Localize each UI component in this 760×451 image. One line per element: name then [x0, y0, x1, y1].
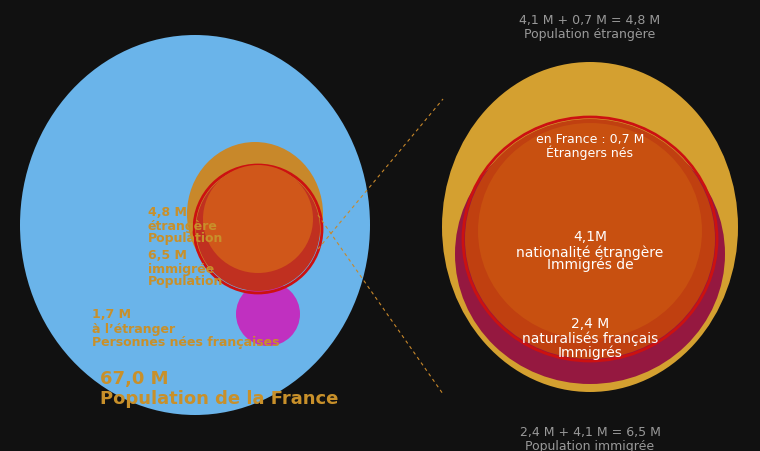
Ellipse shape	[20, 36, 370, 415]
Ellipse shape	[187, 143, 323, 286]
Ellipse shape	[465, 120, 715, 359]
Text: Population: Population	[148, 274, 223, 287]
Text: Immigrés de: Immigrés de	[546, 258, 633, 272]
Ellipse shape	[442, 63, 738, 392]
Ellipse shape	[196, 168, 320, 291]
Ellipse shape	[478, 124, 702, 339]
Text: Personnes nées françaises: Personnes nées françaises	[92, 335, 280, 348]
Text: 2,4 M + 4,1 M = 6,5 M: 2,4 M + 4,1 M = 6,5 M	[520, 425, 660, 438]
Text: Population immigrée: Population immigrée	[525, 439, 654, 451]
Text: Immigrés: Immigrés	[558, 344, 622, 359]
Text: 1,7 M: 1,7 M	[92, 307, 131, 320]
Text: 4,1 M + 0,7 M = 4,8 M: 4,1 M + 0,7 M = 4,8 M	[519, 14, 660, 27]
Text: 2,4 M: 2,4 M	[571, 316, 609, 330]
Text: 4,8 M: 4,8 M	[148, 206, 187, 219]
Ellipse shape	[236, 282, 300, 346]
Ellipse shape	[455, 125, 725, 384]
Text: Étrangers nés: Étrangers nés	[546, 145, 634, 159]
Text: immigrée: immigrée	[148, 262, 214, 276]
Text: 6,5 M: 6,5 M	[148, 249, 187, 262]
Text: étrangère: étrangère	[148, 220, 218, 232]
Text: 67,0 M: 67,0 M	[100, 369, 169, 387]
Ellipse shape	[203, 166, 313, 273]
Text: à l’étranger: à l’étranger	[92, 322, 175, 335]
Text: Population étrangère: Population étrangère	[524, 28, 656, 41]
Text: 4,1M: 4,1M	[573, 230, 607, 244]
Text: Population de la France: Population de la France	[100, 389, 338, 407]
Text: naturalisés français: naturalisés français	[522, 331, 658, 346]
Text: nationalité étrangère: nationalité étrangère	[516, 244, 663, 259]
Text: Population: Population	[148, 231, 223, 244]
Text: en France : 0,7 M: en France : 0,7 M	[536, 133, 644, 146]
